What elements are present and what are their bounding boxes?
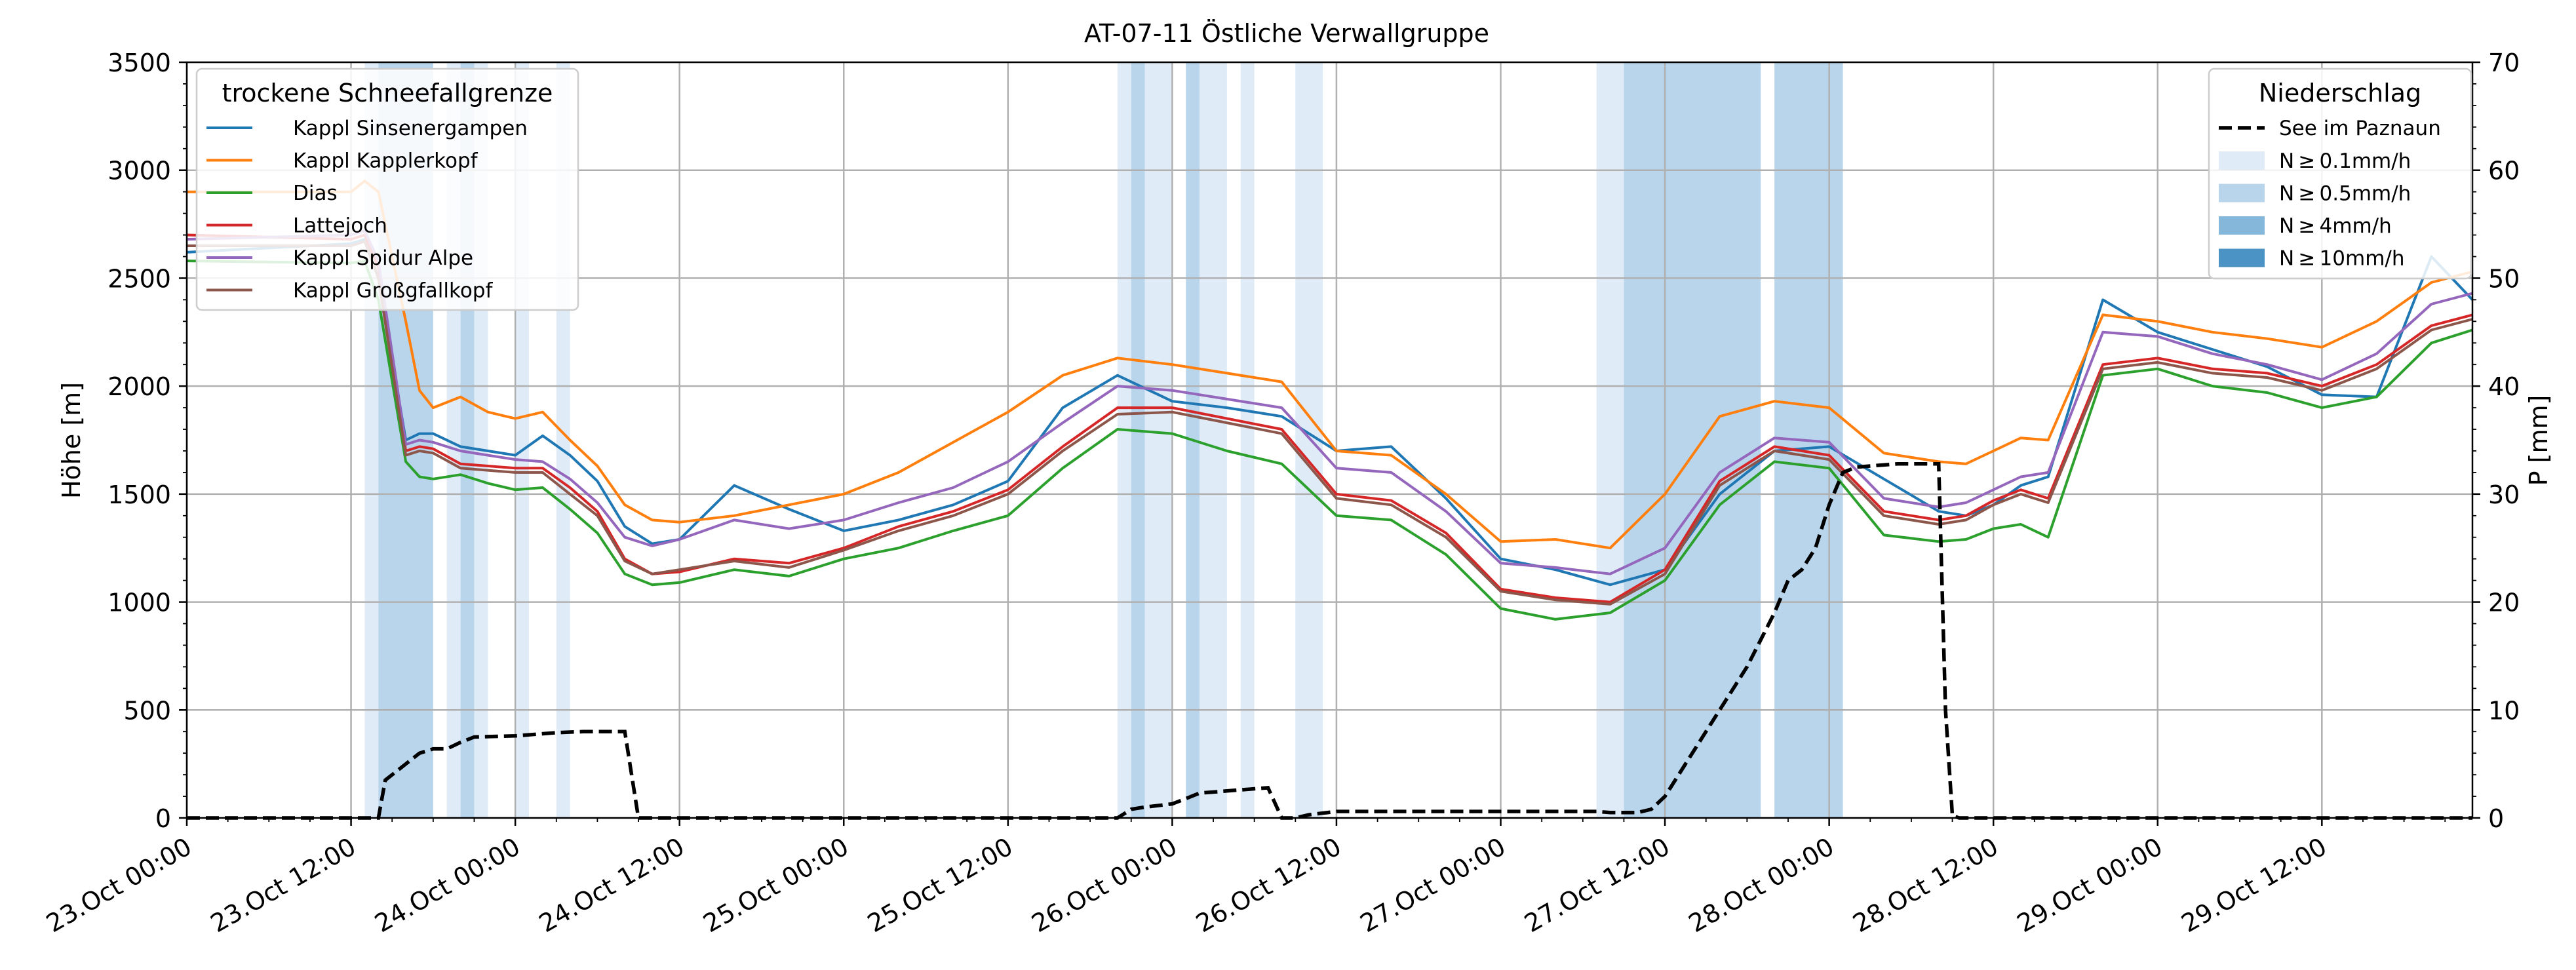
legend-left: trockene Schneefallgrenze Kappl Sinsener… [195, 68, 579, 311]
y-left-tick-label: 500 [123, 696, 171, 725]
legend-left-title: trockene Schneefallgrenze [222, 79, 553, 107]
series-line-dias [186, 260, 2473, 621]
y-right-tick-label: 0 [2488, 804, 2504, 833]
legend-band-label: N ≥ 0.1mm/h [2279, 149, 2411, 173]
legend-right-title: Niederschlag [2259, 79, 2421, 107]
precip-band [1596, 62, 1624, 818]
precip-band [1144, 62, 1173, 818]
y-left-tick-label: 0 [155, 804, 171, 833]
precip-band [1200, 62, 1227, 818]
series-lines [186, 180, 2474, 621]
legend-band-label: N ≥ 4mm/h [2279, 214, 2392, 238]
series-line-kappl-sinsenergampen [186, 238, 2474, 587]
y-axis-left-label: Höhe [m] [57, 382, 86, 499]
y-right-tick-label: 20 [2488, 589, 2520, 617]
legend-right-items: N ≥ 0.1mm/h N ≥ 0.5mm/h N ≥ 4mm/h N ≥ 10mm/… [2219, 149, 2411, 271]
y-right-tick-label: 60 [2488, 157, 2520, 185]
legend-band-label: N ≥ 10mm/h [2279, 247, 2404, 271]
legend-band-label: N ≥ 0.5mm/h [2279, 182, 2411, 206]
y-left-tick-label: 3000 [107, 157, 171, 185]
legend-band-swatch [2219, 184, 2265, 203]
legend-label: Kappl Großgfallkopf [293, 279, 493, 303]
plot-frame [185, 61, 2474, 819]
legend-label: Kappl Spidur Alpe [293, 246, 473, 270]
legend-band-swatch [2219, 248, 2265, 267]
legend-label: Dias [293, 182, 338, 205]
y-axis-left-ticks: 0 500 1000 1500 2000 2500 3000 3500 [107, 48, 187, 833]
y-left-tick-label: 2000 [107, 372, 171, 401]
precip-band [1624, 62, 1761, 818]
precip-band [1240, 62, 1255, 818]
y-axis-right-ticks: 0 10 20 30 40 50 60 70 [2472, 48, 2520, 833]
chart-title: AT-07-11 Östliche Verwallgruppe [1084, 19, 1489, 48]
y-right-tick-label: 10 [2488, 696, 2520, 725]
legend-right-box [2208, 68, 2472, 280]
y-right-tick-label: 30 [2488, 480, 2520, 509]
y-axis-right-label: P [mm] [2524, 395, 2553, 486]
series-line-kappl-kapplerkopf [187, 180, 2473, 550]
y-right-tick-label: 50 [2488, 264, 2520, 293]
legend-right: Niederschlag See im Paznaun N ≥ 0.1mm/hN… [2208, 68, 2472, 280]
legend-label: Kappl Kapplerkopf [293, 149, 478, 173]
legend-label: Lattejoch [293, 214, 387, 238]
y-left-tick-label: 1500 [107, 480, 171, 509]
legend-left-box [195, 68, 579, 311]
y-right-tick-label: 40 [2488, 372, 2520, 401]
series-line-lattejoch [186, 233, 2473, 604]
y-left-tick-label: 1000 [107, 589, 171, 617]
y-left-tick-label: 2500 [107, 264, 171, 293]
series-line-see-im-paznaun [187, 461, 2472, 820]
legend-label: Kappl Sinsenergampen [293, 117, 528, 140]
precip-band [1131, 62, 1145, 818]
series-line-kappl-gro-gfallkopf [187, 240, 2473, 606]
y-left-tick-label: 3500 [107, 48, 171, 77]
series-line-kappl-spidur-alpe [186, 229, 2473, 575]
legend-band-swatch [2219, 216, 2265, 235]
legend-line-label: See im Paznaun [2279, 117, 2441, 140]
legend-left-items: Kappl Sinsenergampen Kappl Kapplerkopf Dia… [206, 117, 528, 303]
precip-band [1117, 62, 1131, 818]
y-right-tick-label: 70 [2488, 48, 2520, 77]
legend-band-swatch [2219, 151, 2265, 170]
